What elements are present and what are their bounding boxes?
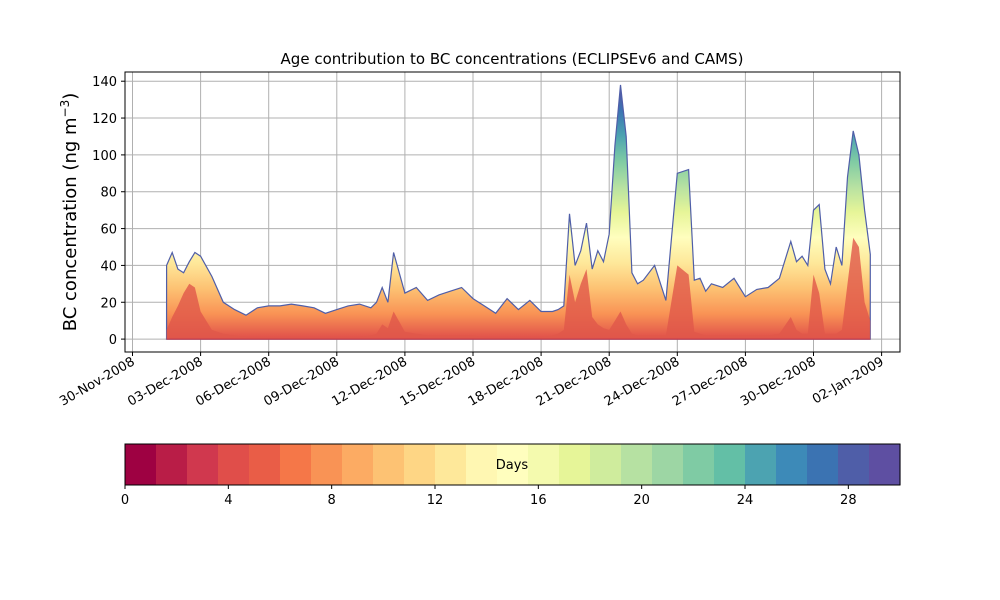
y-tick-label: 60 — [100, 223, 117, 238]
colorbar-swatch — [435, 444, 467, 485]
x-tick-label: 03-Dec-2008 — [125, 354, 205, 409]
colorbar-tick-label: 12 — [427, 493, 444, 508]
x-tick-label: 12-Dec-2008 — [330, 354, 410, 409]
colorbar-tick-label: 4 — [224, 493, 232, 508]
colorbar-swatch — [559, 444, 591, 485]
colorbar-swatch — [404, 444, 436, 485]
y-tick-label: 40 — [100, 259, 117, 274]
colorbar-tick-label: 28 — [840, 493, 857, 508]
colorbar-swatch — [683, 444, 715, 485]
colorbar-swatch — [187, 444, 219, 485]
stacked-areas — [165, 84, 871, 340]
colorbar-swatch — [590, 444, 622, 485]
colorbar-swatch — [156, 444, 188, 485]
chart-title: Age contribution to BC concentrations (E… — [281, 50, 744, 68]
colorbar-swatch — [652, 444, 684, 485]
x-tick-label: 24-Dec-2008 — [602, 354, 682, 409]
total-concentration-area — [165, 84, 871, 340]
x-tick-label: 09-Dec-2008 — [261, 354, 341, 409]
x-tick-label: 18-Dec-2008 — [466, 354, 546, 409]
y-tick-label: 120 — [92, 112, 117, 127]
y-axis-label-main: BC concentration (ng m — [60, 117, 81, 331]
colorbar-swatch — [466, 444, 498, 485]
colorbar-ticks: 0 4 8 12 16 20 24 28 — [121, 485, 857, 508]
colorbar-swatch — [528, 444, 560, 485]
x-tick-label: 02-Jan-2009 — [810, 354, 887, 407]
colorbar-tick-label: 16 — [530, 493, 547, 508]
colorbar-swatch — [497, 444, 529, 485]
y-axis-label-sup: −3 — [58, 100, 72, 118]
y-axis-label: BC concentration (ng m−3) — [58, 93, 81, 332]
y-tick-label: 20 — [100, 296, 117, 311]
colorbar — [125, 444, 901, 485]
colorbar-swatch — [249, 444, 281, 485]
colorbar-swatch — [807, 444, 839, 485]
colorbar-swatch — [311, 444, 343, 485]
colorbar-swatch — [838, 444, 870, 485]
colorbar-tick-label: 24 — [737, 493, 754, 508]
colorbar-label: Days — [496, 458, 529, 473]
x-tick-label: 21-Dec-2008 — [534, 354, 614, 409]
colorbar-swatch — [776, 444, 808, 485]
y-tick-label: 80 — [100, 186, 117, 201]
colorbar-swatch — [869, 444, 901, 485]
x-tick-label: 30-Nov-2008 — [57, 354, 137, 409]
x-axis-ticks: 30-Nov-200803-Dec-200806-Dec-200809-Dec-… — [57, 352, 887, 410]
colorbar-swatch — [218, 444, 250, 485]
colorbar-tick-label: 20 — [633, 493, 650, 508]
colorbar-swatch — [342, 444, 374, 485]
x-tick-label: 30-Dec-2008 — [738, 354, 818, 409]
plot-frame — [124, 71, 901, 353]
x-tick-label: 27-Dec-2008 — [670, 354, 750, 409]
y-tick-label: 0 — [109, 333, 117, 348]
colorbar-swatch — [373, 444, 405, 485]
colorbar-tick-label: 8 — [328, 493, 336, 508]
x-tick-label: 15-Dec-2008 — [398, 354, 478, 409]
colorbar-swatch — [714, 444, 746, 485]
colorbar-swatch — [745, 444, 777, 485]
y-axis-ticks: 0 20 40 60 80 100 120 140 — [92, 75, 125, 348]
colorbar-swatch — [621, 444, 653, 485]
y-axis-label-close: ) — [60, 93, 81, 100]
y-tick-label: 140 — [92, 75, 117, 90]
colorbar-tick-label: 0 — [121, 493, 129, 508]
colorbar-swatch — [280, 444, 312, 485]
colorbar-swatch — [125, 444, 157, 485]
x-tick-label: 06-Dec-2008 — [193, 354, 273, 409]
colorbar-frame — [124, 443, 901, 486]
y-tick-label: 100 — [92, 149, 117, 164]
